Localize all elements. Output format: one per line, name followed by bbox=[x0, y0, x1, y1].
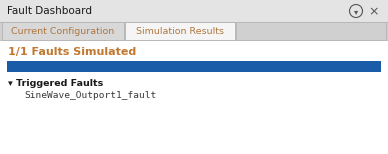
FancyBboxPatch shape bbox=[125, 22, 235, 40]
Text: Fault Dashboard: Fault Dashboard bbox=[7, 6, 92, 16]
FancyBboxPatch shape bbox=[236, 22, 386, 40]
FancyBboxPatch shape bbox=[0, 22, 388, 40]
Text: ×: × bbox=[369, 5, 379, 18]
Text: SineWave_Outport1_fault: SineWave_Outport1_fault bbox=[24, 91, 156, 101]
Text: Simulation Results: Simulation Results bbox=[136, 27, 224, 36]
Text: Current Configuration: Current Configuration bbox=[11, 27, 114, 36]
FancyBboxPatch shape bbox=[7, 61, 381, 72]
Text: ▾ Triggered Faults: ▾ Triggered Faults bbox=[8, 79, 103, 87]
FancyBboxPatch shape bbox=[0, 0, 388, 22]
FancyBboxPatch shape bbox=[0, 40, 388, 154]
FancyBboxPatch shape bbox=[2, 22, 124, 40]
Text: ▾: ▾ bbox=[354, 7, 358, 16]
Text: 1/1 Faults Simulated: 1/1 Faults Simulated bbox=[8, 47, 136, 57]
